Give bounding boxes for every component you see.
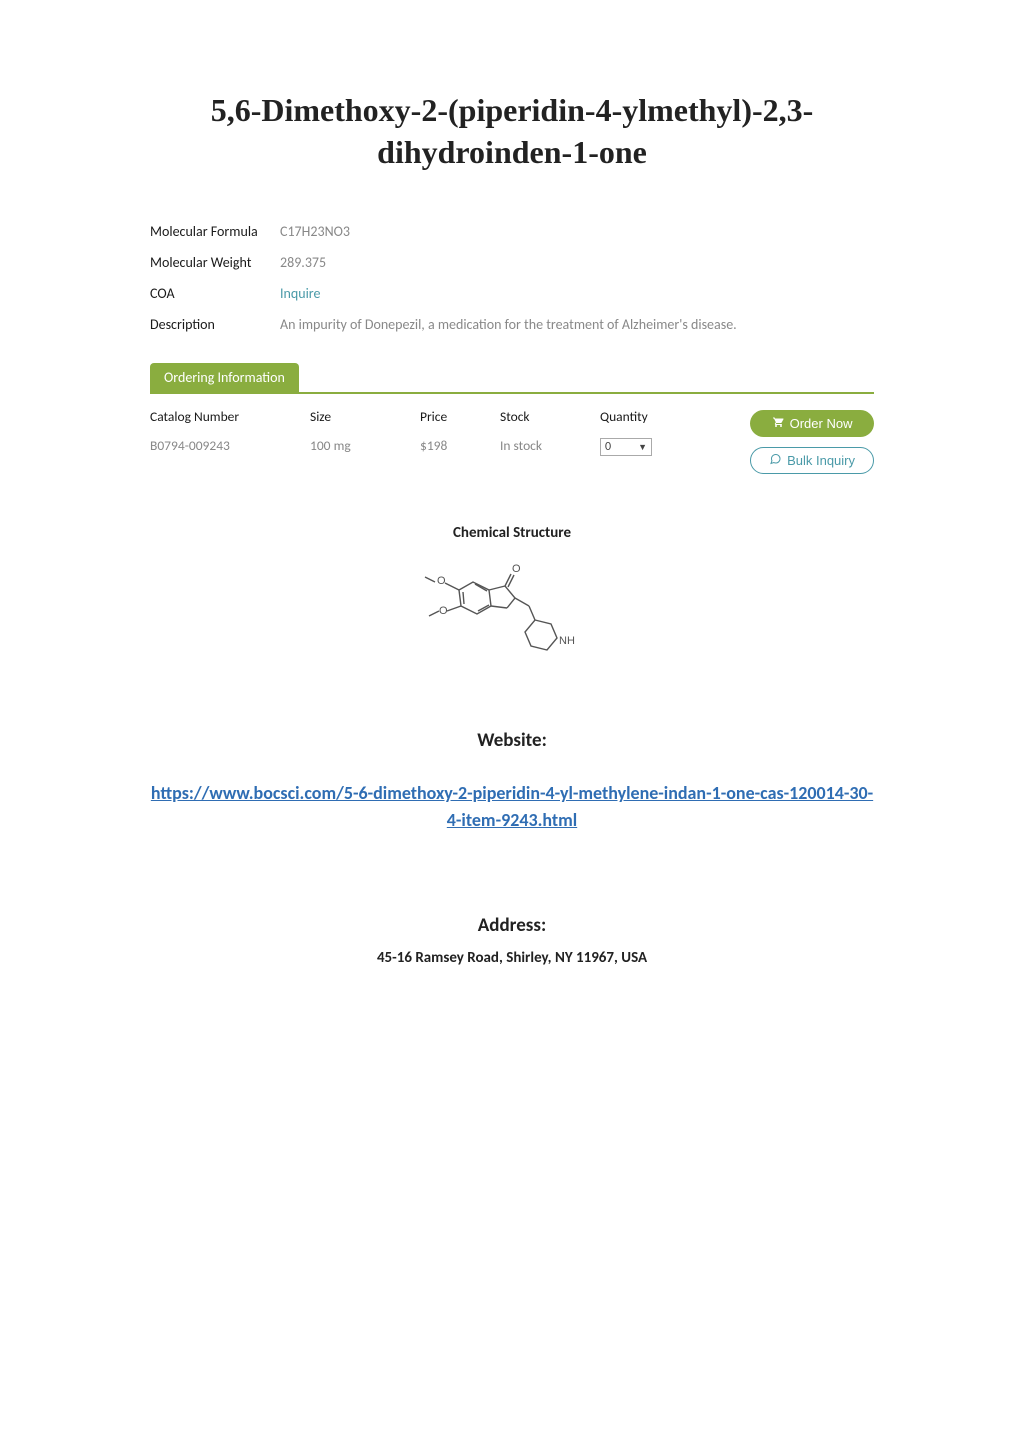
ordering-table: Catalog Number B0794-009243 Size 100 mg … [150,408,874,474]
col-header-size: Size [310,408,420,425]
properties-block: Molecular Formula C17H23NO3 Molecular We… [150,223,874,333]
col-header-price: Price [420,408,500,425]
address-text: 45-16 Ramsey Road, Shirley, NY 11967, US… [150,949,874,967]
address-heading: Address: [150,914,874,937]
cell-size: 100 mg [310,437,420,454]
cell-stock: In stock [500,437,600,454]
weight-label: Molecular Weight [150,254,280,271]
quantity-select[interactable]: 0 ▼ [600,438,652,456]
cell-catalog: B0794-009243 [150,437,310,454]
col-header-catalog: Catalog Number [150,408,310,425]
cart-icon [772,416,785,431]
chemical-structure-heading: Chemical Structure [150,524,874,542]
col-header-quantity: Quantity [600,408,690,425]
description-value: An impurity of Donepezil, a medication f… [280,316,874,333]
col-header-stock: Stock [500,408,600,425]
website-link[interactable]: https://www.bocsci.com/5-6-dimethoxy-2-p… [150,780,874,834]
tab-ordering-information[interactable]: Ordering Information [150,363,299,392]
description-label: Description [150,316,280,333]
svg-text:O: O [512,563,521,575]
quantity-value: 0 [605,440,611,454]
chat-icon [769,453,782,468]
coa-label: COA [150,285,280,302]
website-heading: Website: [150,729,874,752]
formula-value: C17H23NO3 [280,223,874,240]
weight-value: 289.375 [280,254,874,271]
svg-text:NH: NH [559,635,575,647]
cell-price: $198 [420,437,500,454]
order-now-label: Order Now [790,416,853,431]
svg-text:O: O [437,575,446,587]
bulk-inquiry-button[interactable]: Bulk Inquiry [750,447,874,474]
chevron-down-icon: ▼ [638,442,647,453]
page-title: 5,6-Dimethoxy-2-(piperidin-4-ylmethyl)-2… [150,90,874,173]
bulk-inquiry-label: Bulk Inquiry [787,453,855,468]
ordering-tab-bar: Ordering Information [150,363,874,394]
chemical-structure-diagram: O O [417,554,607,669]
coa-inquire-link[interactable]: Inquire [280,285,874,302]
formula-label: Molecular Formula [150,223,280,240]
svg-text:O: O [439,605,448,617]
order-now-button[interactable]: Order Now [750,410,874,437]
